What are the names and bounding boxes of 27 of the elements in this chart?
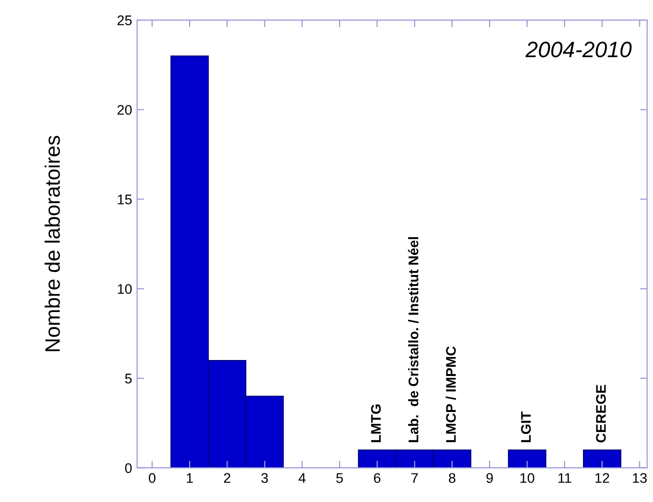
annotation: Lab. de Cristallo. / Institut Néel: [408, 237, 418, 442]
x-tick-label: 13: [632, 473, 647, 483]
x-tick-label: 10: [520, 473, 534, 483]
y-tick-label: 0: [125, 463, 132, 474]
x-tick-label: 6: [374, 473, 380, 483]
annotation: CEREGE: [596, 384, 606, 442]
x-tick-label: 7: [411, 473, 418, 483]
annotation: LMCP / IMPMC: [446, 346, 456, 442]
y-tick-label: 15: [118, 194, 132, 204]
x-tick-label: 5: [336, 473, 343, 483]
y-tick-label: 20: [118, 104, 132, 115]
x-tick-label: 0: [148, 473, 156, 483]
x-tick-label: 3: [261, 473, 268, 483]
annotation: 2004-2010: [525, 42, 632, 58]
x-tick-label: 2: [224, 473, 230, 483]
x-tick-label: 11: [558, 473, 572, 483]
annotation: LGIT: [521, 412, 531, 442]
x-tick-label: 4: [298, 473, 306, 483]
annotation: LMTG: [371, 404, 381, 442]
x-tick-label: 9: [486, 473, 493, 483]
y-axis-title: Nombre de laboratoires: [44, 136, 60, 352]
x-tick-label: 12: [595, 473, 610, 483]
y-tick-label: 10: [118, 284, 132, 294]
y-tick-label: 5: [125, 374, 132, 384]
x-tick-label: 1: [186, 473, 193, 483]
x-tick-label: 8: [448, 473, 456, 483]
y-tick-label: 25: [118, 15, 132, 26]
